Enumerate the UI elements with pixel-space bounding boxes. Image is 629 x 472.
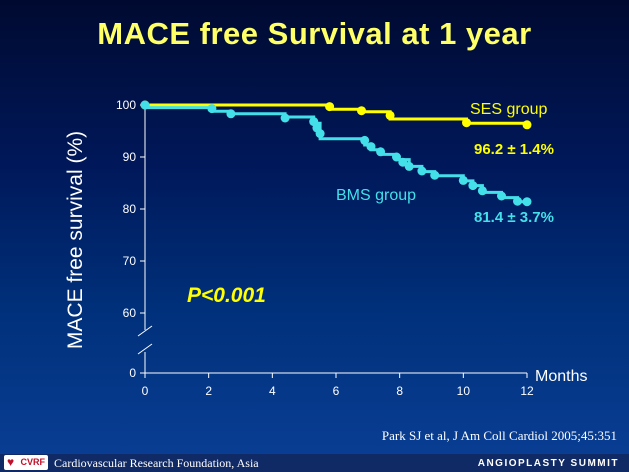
x-tick-label: 4 [269, 384, 276, 398]
x-tick-label: 12 [520, 384, 534, 398]
x-tick-label: 2 [205, 384, 212, 398]
labels-layer: SES group 96.2 ± 1.4% BMS group 81.4 ± 3.7%… [187, 101, 554, 307]
y-tick-label: 80 [123, 202, 137, 216]
bms-data-point [398, 157, 408, 167]
y-tick-label: 60 [123, 306, 137, 320]
x-tick-label: 0 [142, 384, 149, 398]
x-tick-label: 6 [333, 384, 340, 398]
bms-data-point [360, 135, 370, 145]
y-axis-label: MACE free survival (%) [64, 131, 87, 349]
axis-break-mark [137, 343, 153, 355]
x-tick-label: 10 [457, 384, 471, 398]
ses-data-point [522, 120, 532, 130]
x-tick-label: 8 [396, 384, 403, 398]
bms-data-point [522, 197, 532, 207]
ses-data-point [357, 106, 366, 116]
bms-data-point [477, 186, 487, 196]
bms-data-point [140, 100, 150, 110]
ses-data-point [385, 110, 395, 120]
ses-data-point [325, 102, 335, 112]
organization-name: Cardiovascular Research Foundation, Asia [54, 456, 259, 470]
x-axis-label: Months [535, 368, 587, 385]
bms-data-point [392, 152, 401, 162]
series-layer [140, 100, 532, 207]
bms-data-point [226, 109, 236, 119]
logo-text: CVRF [20, 457, 46, 467]
bms-data-point [366, 142, 376, 152]
bms-series-label: BMS group [336, 187, 416, 204]
y-tick-label: 0 [129, 366, 136, 380]
bms-data-point [458, 175, 468, 185]
bms-data-point [497, 191, 506, 201]
cvrf-logo: ♥ CVRF [4, 455, 48, 470]
p-value-annotation: P<0.001 [187, 284, 266, 307]
bms-data-point [280, 113, 290, 123]
bms-data-point [417, 166, 427, 176]
event-name: ANGIOPLASTY SUMMIT [477, 458, 619, 469]
ses-final-value-label: 96.2 ± 1.4% [474, 141, 554, 158]
y-tick-label: 100 [116, 98, 136, 112]
heart-icon: ♥ [7, 455, 15, 469]
slide-title: MACE free Survival at 1 year [97, 16, 532, 51]
y-tick-label: 70 [123, 254, 137, 268]
bms-data-point [468, 181, 478, 191]
bms-data-point [315, 129, 325, 139]
axis-break-mark [137, 325, 153, 337]
bms-data-point [376, 147, 386, 157]
bms-data-point [404, 161, 414, 171]
ses-series-label: SES group [470, 101, 547, 118]
bms-series-line [145, 103, 527, 204]
ses-data-point [462, 118, 471, 128]
bms-final-value-label: 81.4 ± 3.7% [474, 209, 554, 226]
footer-bar: ♥ CVRF Cardiovascular Research Foundatio… [0, 454, 629, 472]
bms-data-point [513, 196, 522, 206]
bms-data-point [207, 104, 217, 114]
citation: Park SJ et al, J Am Coll Cardiol 2005;45… [381, 428, 617, 443]
bms-data-point [430, 170, 440, 180]
y-tick-label: 90 [123, 150, 137, 164]
